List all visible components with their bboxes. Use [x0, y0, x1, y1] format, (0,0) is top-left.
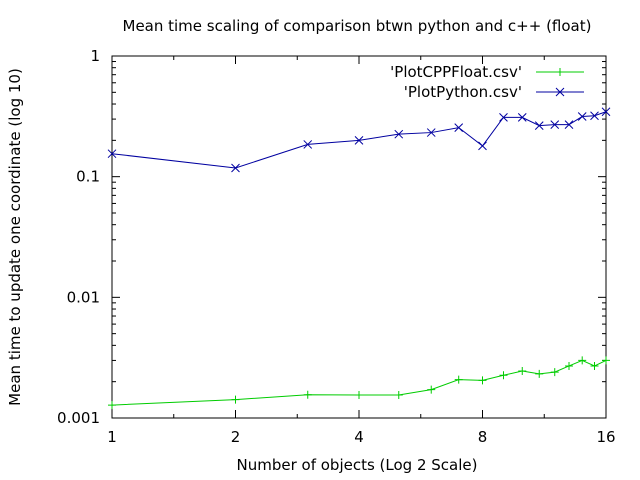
legend-label: 'PlotCPPFloat.csv' [390, 63, 522, 81]
data-point [231, 163, 240, 173]
y-tick-label: 0.001 [57, 409, 100, 427]
data-point [355, 391, 363, 400]
data-point [564, 120, 574, 129]
x-axis-label: Number of objects (Log 2 Scale) [237, 456, 478, 474]
data-point [499, 371, 508, 380]
y-axis-label: Mean time to update one coordinate (log … [6, 68, 24, 406]
data-point [534, 121, 544, 130]
x-tick-label: 8 [478, 428, 488, 446]
data-point [454, 123, 464, 132]
data-point [517, 113, 527, 122]
series-layer [107, 107, 611, 410]
series-2 [107, 107, 611, 173]
legend: 'PlotCPPFloat.csv' 'PlotPython.csv' [390, 63, 584, 101]
data-point [590, 361, 599, 370]
data-point [535, 369, 544, 378]
y-axis: 0.001 0.01 0.1 1 [57, 47, 606, 427]
data-point [518, 367, 527, 376]
y-tick-label: 1 [90, 47, 100, 65]
data-point [426, 128, 436, 137]
x-axis: 1 2 4 8 16 [107, 56, 616, 446]
data-point [394, 391, 403, 400]
series-1 [108, 356, 610, 410]
plot-border [111, 55, 607, 419]
x-tick-label: 1 [107, 428, 117, 446]
data-point [550, 368, 559, 377]
data-point [499, 113, 508, 122]
data-point [303, 390, 312, 399]
data-point [565, 361, 574, 370]
x-tick-label: 16 [596, 428, 615, 446]
data-point [478, 141, 487, 151]
legend-label: 'PlotPython.csv' [404, 83, 522, 101]
data-point [394, 129, 404, 139]
data-point [578, 356, 587, 365]
plot-frame [111, 55, 607, 419]
data-point [454, 375, 463, 384]
data-point [550, 120, 560, 129]
data-point [108, 401, 116, 410]
data-point [478, 376, 487, 385]
y-tick-label: 0.01 [67, 288, 100, 306]
series-line [111, 111, 607, 169]
legend-marker [556, 68, 564, 76]
series-line [111, 359, 607, 406]
data-point [427, 385, 436, 394]
data-point [354, 135, 364, 145]
data-point [602, 356, 610, 365]
data-point [590, 111, 599, 121]
legend-marker [555, 87, 565, 97]
data-point [577, 112, 587, 121]
data-point [107, 149, 117, 159]
data-point [303, 140, 313, 149]
data-point [601, 107, 611, 117]
x-tick-label: 4 [354, 428, 364, 446]
data-point [231, 395, 240, 404]
y-tick-label: 0.1 [76, 168, 100, 186]
chart-title: Mean time scaling of comparison btwn pyt… [123, 17, 592, 35]
x-tick-label: 2 [231, 428, 241, 446]
